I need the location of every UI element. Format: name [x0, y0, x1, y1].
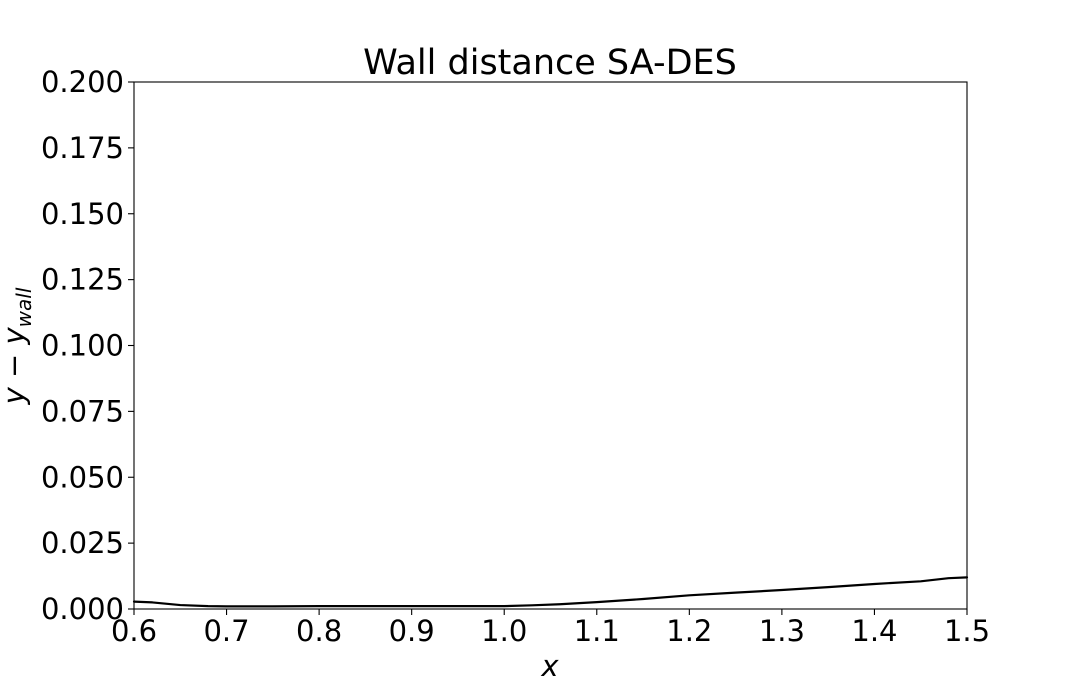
y-tick-label: 0.175 — [41, 131, 124, 165]
x-tick-label: 0.7 — [203, 614, 249, 648]
x-tick-label: 0.9 — [389, 614, 435, 648]
y-tick-label: 0.075 — [41, 394, 124, 428]
y-tick-label: 0.200 — [41, 65, 124, 99]
y-axis-label-base: y − y — [0, 327, 31, 406]
y-axis: 0.000 0.025 0.050 0.075 0.100 0.125 0.150 0.175… — [41, 65, 134, 626]
x-tick-label: 0.8 — [296, 614, 342, 648]
y-tick-label: 0.125 — [41, 263, 124, 297]
x-tick-label: 1.3 — [759, 614, 805, 648]
x-axis: 0.6 0.7 0.8 0.9 1.0 1.1 1.2 1.3 1.4 1.5 — [111, 609, 990, 648]
series-line — [132, 576, 969, 608]
y-tick-label: 0.025 — [41, 526, 124, 560]
y-tick-label: 0.100 — [41, 329, 124, 363]
chart-title: Wall distance SA-DES — [363, 43, 737, 83]
x-tick-label: 1.5 — [944, 614, 990, 648]
x-tick-label: 1.4 — [851, 614, 897, 648]
y-axis-label: y − ywall — [0, 287, 36, 405]
y-tick-label: 0.000 — [41, 592, 124, 626]
y-axis-label-subscript: wall — [12, 287, 36, 327]
x-tick-label: 1.0 — [481, 614, 527, 648]
series-layer — [132, 576, 969, 608]
x-tick-label: 1.1 — [574, 614, 620, 648]
x-tick-label: 1.2 — [666, 614, 712, 648]
y-tick-label: 0.150 — [41, 197, 124, 231]
x-axis-label: x — [540, 649, 559, 683]
y-tick-label: 0.050 — [41, 460, 124, 494]
x-tick-label: 0.6 — [111, 614, 157, 648]
